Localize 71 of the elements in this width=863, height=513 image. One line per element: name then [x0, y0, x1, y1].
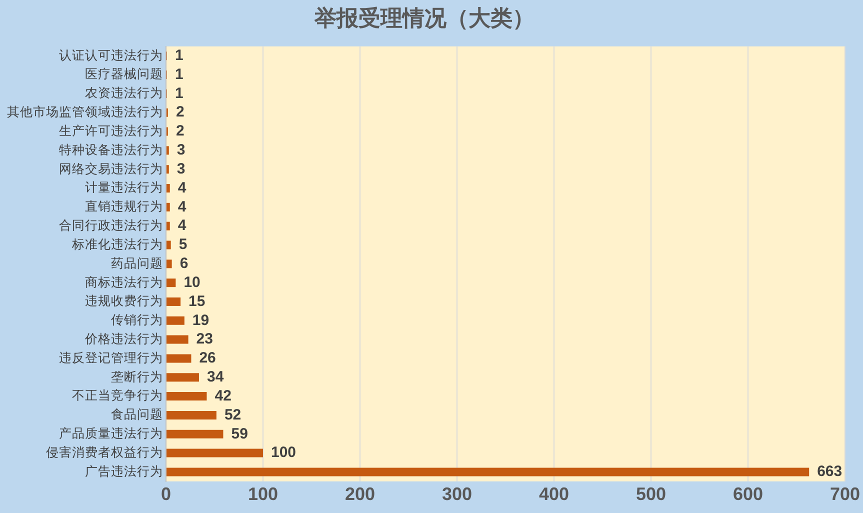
y-tick-label: 计量违法行为: [85, 180, 163, 195]
data-label: 2: [176, 122, 184, 140]
bar: [166, 335, 188, 344]
y-tick-label: 价格违法行为: [84, 332, 163, 346]
chart-title: 举报受理情况（大类）: [314, 5, 534, 30]
x-tick-label: 0: [160, 484, 172, 504]
y-tick-label: 垄断行为: [111, 370, 163, 384]
bar: [166, 354, 192, 363]
y-tick-label: 侵害消费者权益行为: [46, 444, 163, 460]
data-label: 19: [192, 312, 210, 329]
y-tick-label: 生产许可违法行为: [59, 124, 163, 138]
data-label: 4: [178, 179, 187, 196]
bar: [166, 448, 263, 458]
data-label: 100: [271, 444, 296, 462]
data-label: 1: [174, 66, 184, 83]
bar: [166, 297, 181, 306]
data-label: 5: [178, 236, 188, 254]
y-tick-label: 农资违法行为: [85, 86, 163, 100]
x-tick-label: 300: [442, 484, 472, 504]
y-tick-label: 标准化违法行为: [71, 237, 163, 252]
y-tick-label: 药品问题: [111, 256, 163, 270]
bar: [166, 278, 176, 288]
bar: [166, 184, 170, 193]
y-tick-label: 违反登记管理行为: [59, 350, 163, 365]
data-label: 4: [178, 198, 187, 216]
x-tick-label: 500: [636, 484, 666, 504]
data-label: 26: [199, 350, 216, 367]
y-tick-label: 其他市场监管领域违法行为: [7, 105, 163, 120]
x-tick-label: 700: [830, 484, 860, 504]
y-tick-label: 医疗器械问题: [85, 67, 163, 82]
data-label: 34: [206, 368, 224, 386]
x-tick-label: 100: [248, 484, 278, 504]
x-tick-label: 400: [538, 484, 570, 504]
data-label: 23: [196, 330, 213, 348]
y-tick-label: 传销行为: [111, 313, 163, 328]
bar: [166, 260, 172, 268]
data-label: 2: [176, 104, 184, 121]
y-tick-label: 直销违规行为: [85, 200, 163, 214]
y-tick-label: 特种设备违法行为: [59, 142, 163, 157]
data-label: 52: [224, 406, 242, 424]
x-tick-label: 200: [344, 484, 376, 504]
data-label: 59: [231, 425, 248, 442]
y-tick-label: 商标违法行为: [85, 275, 163, 290]
y-tick-label: 不正当竞争行为: [72, 388, 163, 403]
bar: [166, 468, 810, 476]
data-label: 15: [188, 292, 206, 310]
bar: [166, 392, 207, 401]
data-label: 1: [174, 84, 184, 102]
y-tick-label: 合同行政违法行为: [59, 218, 163, 233]
data-label: 6: [180, 255, 188, 272]
y-tick-label: 认证认可违法行为: [59, 48, 163, 62]
data-label: 3: [176, 160, 186, 178]
bar: [166, 240, 171, 250]
y-tick-label: 网络交易违法行为: [59, 160, 163, 176]
bar: [166, 316, 184, 325]
y-tick-label: 广告违法行为: [85, 464, 163, 478]
bar: [166, 410, 216, 420]
y-tick-label: 违规收费行为: [85, 294, 163, 308]
data-label: 10: [184, 274, 200, 291]
data-label: 1: [174, 46, 184, 64]
data-label: 3: [176, 142, 186, 159]
x-tick-label: 600: [732, 484, 764, 504]
bar: [166, 373, 199, 382]
data-label: 42: [214, 387, 232, 404]
y-tick-label: 产品质量违法行为: [59, 426, 163, 441]
bar: [166, 222, 170, 230]
data-label: 4: [178, 217, 187, 234]
y-tick-label: 食品问题: [111, 408, 163, 422]
bar: [166, 430, 224, 438]
data-label: 663: [817, 463, 842, 480]
bar: [166, 202, 170, 212]
